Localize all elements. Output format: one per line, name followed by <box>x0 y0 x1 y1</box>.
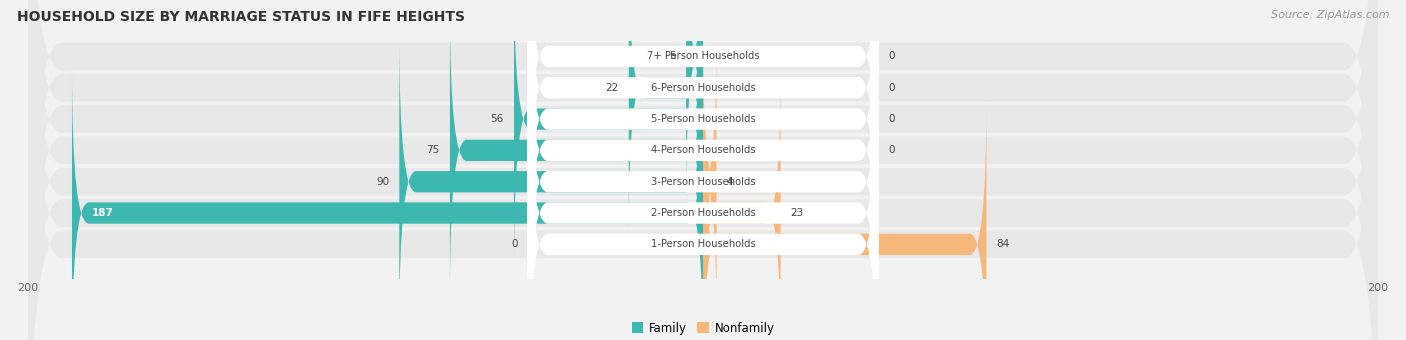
FancyBboxPatch shape <box>527 0 879 328</box>
FancyBboxPatch shape <box>527 4 879 340</box>
Text: 1-Person Households: 1-Person Households <box>651 239 755 249</box>
Text: 0: 0 <box>889 146 896 155</box>
Text: 90: 90 <box>375 177 389 187</box>
Text: 0: 0 <box>510 239 517 249</box>
FancyBboxPatch shape <box>28 0 1378 340</box>
FancyBboxPatch shape <box>28 0 1378 340</box>
FancyBboxPatch shape <box>28 0 1378 340</box>
FancyBboxPatch shape <box>28 0 1378 340</box>
FancyBboxPatch shape <box>72 67 703 340</box>
FancyBboxPatch shape <box>703 98 987 340</box>
Text: 84: 84 <box>997 239 1010 249</box>
Text: 4: 4 <box>727 177 734 187</box>
Text: 3-Person Households: 3-Person Households <box>651 177 755 187</box>
Text: 2-Person Households: 2-Person Households <box>651 208 755 218</box>
Text: 0: 0 <box>889 114 896 124</box>
Text: 5-Person Households: 5-Person Households <box>651 114 755 124</box>
FancyBboxPatch shape <box>527 0 879 296</box>
FancyBboxPatch shape <box>527 36 879 340</box>
FancyBboxPatch shape <box>686 0 703 202</box>
FancyBboxPatch shape <box>450 4 703 296</box>
Text: 75: 75 <box>426 146 440 155</box>
FancyBboxPatch shape <box>527 67 879 340</box>
Text: 22: 22 <box>606 83 619 93</box>
Text: 7+ Person Households: 7+ Person Households <box>647 51 759 62</box>
Text: 6-Person Households: 6-Person Households <box>651 83 755 93</box>
Text: 23: 23 <box>790 208 804 218</box>
FancyBboxPatch shape <box>28 0 1378 340</box>
Legend: Family, Nonfamily: Family, Nonfamily <box>627 317 779 340</box>
FancyBboxPatch shape <box>700 36 720 328</box>
FancyBboxPatch shape <box>628 0 703 234</box>
Text: 0: 0 <box>889 51 896 62</box>
Text: 4-Person Households: 4-Person Households <box>651 146 755 155</box>
FancyBboxPatch shape <box>703 67 780 340</box>
Text: 56: 56 <box>491 114 503 124</box>
FancyBboxPatch shape <box>527 0 879 265</box>
FancyBboxPatch shape <box>527 0 879 234</box>
Text: 5: 5 <box>669 51 676 62</box>
FancyBboxPatch shape <box>28 0 1378 340</box>
FancyBboxPatch shape <box>515 0 703 265</box>
Text: 187: 187 <box>93 208 114 218</box>
Text: 0: 0 <box>889 83 896 93</box>
FancyBboxPatch shape <box>399 36 703 328</box>
FancyBboxPatch shape <box>28 0 1378 340</box>
Text: HOUSEHOLD SIZE BY MARRIAGE STATUS IN FIFE HEIGHTS: HOUSEHOLD SIZE BY MARRIAGE STATUS IN FIF… <box>17 10 465 24</box>
Text: Source: ZipAtlas.com: Source: ZipAtlas.com <box>1271 10 1389 20</box>
